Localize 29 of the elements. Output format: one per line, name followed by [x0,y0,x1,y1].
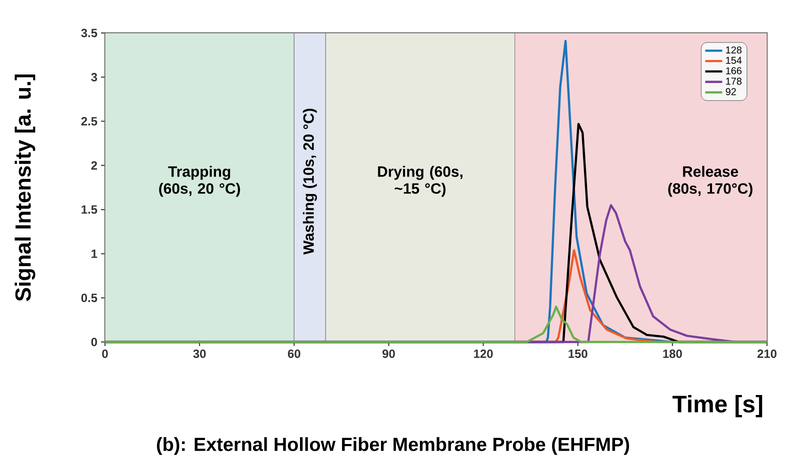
y-axis-title: Signal Intensity [a. u.] [14,74,36,302]
band-label: Release (80s, 170°C) [668,166,752,197]
y-tick-label: 1 [92,250,98,258]
legend-label: 128 [726,46,742,54]
y-tick-label: 0.5 [81,294,98,302]
y-tick-label: 2.5 [81,117,98,126]
x-tick-label: 120 [474,350,493,358]
band-label: Washing (10s, 20 °C) [302,108,317,255]
text: (b): External Hollow Fiber Membrane Probe (EHFMP) [156,437,630,455]
x-tick-label: 90 [382,350,395,358]
y-tick-label: 1.5 [82,205,98,214]
legend-label: 92 [726,88,736,96]
x-tick-label: 180 [663,350,682,358]
band-label: Trapping (60s, 20 °C) [159,166,240,197]
legend-label: 178 [726,78,742,85]
legend-label: 166 [726,67,742,74]
x-tick-label: 150 [568,350,588,358]
y-tick-label: 2 [91,161,98,170]
x-tick-label: 0 [102,350,108,358]
line-series [104,306,768,344]
band-label: Drying (60s, ~15 °C) [378,166,462,197]
y-tick-label: 3 [91,72,98,82]
x-tick-label: 30 [193,350,206,358]
y-tick-label: 3.5 [81,28,98,38]
legend-label: 154 [726,56,742,64]
y-tick-label: 0 [91,338,97,346]
x-axis-title: Time [s] [672,394,762,418]
x-tick-label: 210 [757,350,776,358]
x-tick-label: 60 [288,350,300,358]
